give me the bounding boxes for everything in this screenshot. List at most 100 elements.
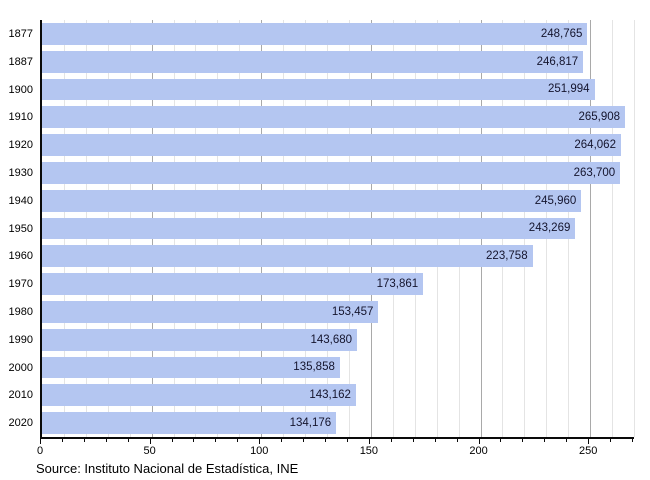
x-axis-tick <box>193 439 195 442</box>
x-axis-tick-label: 250 <box>578 445 598 457</box>
y-axis-label: 1910 <box>8 111 33 124</box>
x-axis-tick <box>61 439 63 442</box>
bar-value-label: 223,758 <box>486 250 528 263</box>
x-axis-tick <box>105 439 107 442</box>
bar-value-label: 245,960 <box>534 194 577 207</box>
bar-1920: 264,062 <box>42 134 621 156</box>
bar-row: 245,960 <box>42 187 634 215</box>
x-axis-tick <box>325 439 327 442</box>
bar-value-label: 134,176 <box>289 417 332 430</box>
bar-1990: 143,680 <box>42 328 358 351</box>
bar-1887: 246,817 <box>42 50 584 73</box>
bar-value-label: 248,765 <box>540 27 583 40</box>
bar-1950: 243,269 <box>42 217 576 240</box>
bar-value-label: 251,994 <box>547 83 590 96</box>
bar-row: 135,858 <box>42 354 634 382</box>
y-axis-label: 1980 <box>8 305 33 318</box>
x-axis-tick <box>171 439 173 442</box>
bar-1900: 251,994 <box>42 78 595 101</box>
plot-area: 248,765 246,817 251,994 265,908 264,062 263,7… <box>40 20 635 439</box>
y-axis-label: 1990 <box>8 333 33 346</box>
x-axis-tick <box>434 439 436 442</box>
bar-1940: 245,960 <box>42 189 582 212</box>
y-axis-labels: 1877 1887 1900 1910 1920 1930 1940 1950 1960 1970… <box>0 20 34 437</box>
x-axis-tick <box>544 439 546 442</box>
bar-value-label: 143,680 <box>310 333 353 346</box>
bar-value-label: 265,908 <box>578 111 621 124</box>
x-axis-tick <box>588 439 590 444</box>
x-axis-tick <box>259 439 261 444</box>
bar-1877: 248,765 <box>42 23 588 45</box>
bar-row: 246,817 <box>42 48 634 76</box>
x-axis-tick <box>610 439 612 442</box>
y-axis-label: 1877 <box>8 27 33 40</box>
bar-2020: 134,176 <box>42 412 337 434</box>
bar-row: 243,269 <box>42 215 634 243</box>
bar-1960: 223,758 <box>42 245 533 268</box>
bar-1980: 153,457 <box>42 301 379 323</box>
x-axis-tick-label: 150 <box>359 445 379 457</box>
x-axis-tick <box>412 439 414 442</box>
bar-value-label: 153,457 <box>331 305 374 318</box>
x-axis-tick <box>346 439 348 442</box>
x-axis-tick <box>127 439 129 442</box>
bar-value-label: 263,700 <box>573 166 616 179</box>
bar-row: 143,162 <box>42 381 634 409</box>
x-axis-tick-label: 100 <box>250 445 269 457</box>
bar-1930: 263,700 <box>42 162 621 184</box>
x-axis-tick-labels: 0 50 100 150 200 250 <box>37 445 632 460</box>
bar-value-label: 135,858 <box>293 361 335 374</box>
bar-row: 248,765 <box>42 20 634 48</box>
x-axis-tick <box>500 439 502 442</box>
gridline <box>634 20 635 437</box>
y-axis-label: 1930 <box>8 166 33 179</box>
bar-value-label: 243,269 <box>528 222 571 235</box>
bar-row: 153,457 <box>42 298 634 326</box>
y-axis-label: 1950 <box>8 222 33 235</box>
bar-2010: 143,162 <box>42 384 356 407</box>
x-axis-tick <box>390 439 392 442</box>
bar-row: 264,062 <box>42 131 634 159</box>
x-axis-tick <box>83 439 85 442</box>
y-axis-label: 1920 <box>8 139 33 152</box>
x-axis-tick-label: 50 <box>143 445 156 457</box>
bar-value-label: 246,817 <box>536 55 579 68</box>
x-axis-tick-label: 200 <box>469 445 488 457</box>
bar-row: 134,176 <box>42 409 634 437</box>
bar-row: 223,758 <box>42 242 634 270</box>
source-note: Source: Instituto Nacional de Estadístic… <box>36 461 299 476</box>
bar-value-label: 143,162 <box>309 389 351 402</box>
bar-row: 263,700 <box>42 159 634 187</box>
bar-row: 265,908 <box>42 103 634 131</box>
y-axis-label: 2010 <box>8 389 33 402</box>
x-axis-tick <box>215 439 217 442</box>
x-axis-tick-label: 0 <box>36 445 44 457</box>
y-axis-label: 1940 <box>8 194 33 207</box>
y-axis-label: 1960 <box>8 250 33 263</box>
bar-value-label: 264,062 <box>574 139 616 152</box>
y-axis-label: 1900 <box>8 83 33 96</box>
y-axis-label: 2000 <box>8 361 33 374</box>
bars-layer: 248,765 246,817 251,994 265,908 264,062 263,7… <box>42 20 634 437</box>
x-axis-tick <box>149 439 151 444</box>
gridline <box>612 20 614 437</box>
x-axis-tick <box>281 439 283 442</box>
x-axis-tick <box>40 439 41 444</box>
x-axis-tick <box>632 439 633 442</box>
x-axis-ticks <box>40 439 633 447</box>
bar-1970: 173,861 <box>42 273 424 295</box>
x-axis-tick <box>478 439 480 444</box>
x-axis-tick <box>566 439 568 442</box>
x-axis-tick <box>368 439 370 444</box>
x-axis-tick <box>456 439 458 442</box>
y-axis-label: 1887 <box>8 55 33 68</box>
x-axis-tick <box>522 439 524 442</box>
x-axis-tick <box>303 439 305 442</box>
y-axis-label: 2020 <box>8 417 33 430</box>
bar-row: 173,861 <box>42 270 634 298</box>
bar-2000: 135,858 <box>42 356 340 379</box>
bar-row: 143,680 <box>42 326 634 354</box>
bar-value-label: 173,861 <box>376 278 419 291</box>
x-axis-tick <box>237 439 239 442</box>
